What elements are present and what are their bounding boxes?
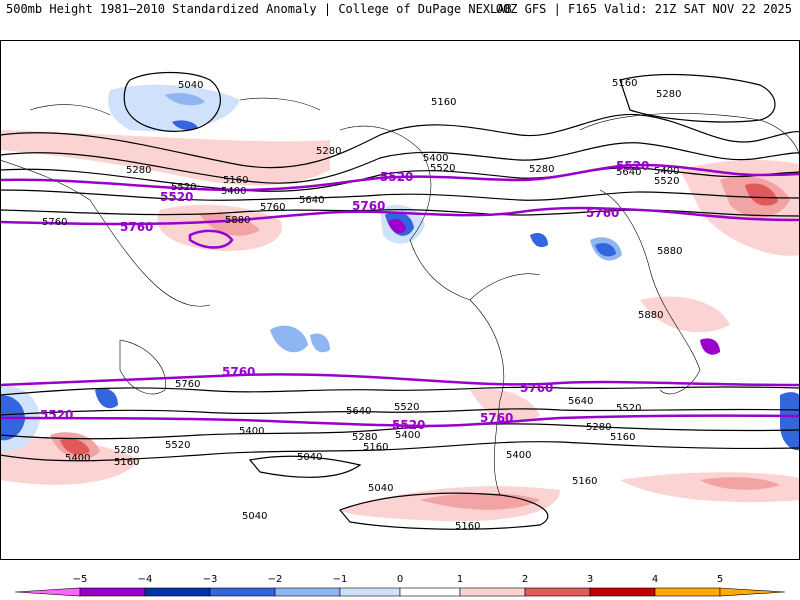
- highlight-label: 5760: [586, 206, 619, 220]
- contour-label: 5040: [297, 452, 322, 463]
- colorbar-tick: 1: [457, 574, 463, 585]
- colorbar-tick: −1: [333, 574, 348, 585]
- highlight-contours: [0, 163, 800, 428]
- contour-label: 5040: [368, 483, 393, 494]
- colorbar-swatch: [339, 587, 401, 597]
- contour-label: 5280: [529, 164, 554, 175]
- colorbar-tick: −4: [138, 574, 153, 585]
- colorbar-tick: 2: [522, 574, 528, 585]
- contour-label: 5400: [221, 186, 246, 197]
- contour-label: 5400: [65, 453, 90, 464]
- colorbar-swatch: [654, 587, 721, 597]
- contour-label: 5280: [114, 445, 139, 456]
- contour-label: 5160: [114, 457, 139, 468]
- map-title: 500mb Height 1981–2010 Standardized Anom…: [6, 2, 512, 16]
- contour-label: 5400: [506, 450, 531, 461]
- contour-labels: 5040 5040 5040 5040 5160 5160 5160 5160 …: [42, 78, 682, 532]
- colorbar-tick: 3: [587, 574, 593, 585]
- highlight-label: 5520: [380, 170, 413, 184]
- contour-label: 5520: [616, 403, 641, 414]
- contour-label: 5160: [572, 476, 597, 487]
- contour-label: 5400: [423, 153, 448, 164]
- colorbar-tick: −5: [73, 574, 88, 585]
- contour-label: 5400: [654, 166, 679, 177]
- colorbar-swatches: [14, 587, 786, 597]
- colorbar-swatch: [524, 587, 591, 597]
- run-valid-time: 00Z GFS | F165 Valid: 21Z SAT NOV 22 202…: [495, 2, 792, 16]
- colorbar-ticks: −5 −4 −3 −2 −1 0 1 2 3 4 5: [73, 574, 724, 585]
- contour-label: 5760: [260, 202, 285, 213]
- highlight-label: 5760: [352, 199, 385, 213]
- contour-label: 5520: [394, 402, 419, 413]
- colorbar-tick: −2: [268, 574, 283, 585]
- contour-label: 5520: [165, 440, 190, 451]
- coastlines: [0, 97, 800, 496]
- contour-label: 5160: [610, 432, 635, 443]
- colorbar-swatch: [274, 587, 341, 597]
- contour-label: 5400: [239, 426, 264, 437]
- anomaly-map: 5040 5040 5040 5040 5160 5160 5160 5160 …: [0, 40, 800, 560]
- contour-label: 5160: [455, 521, 480, 532]
- highlight-label: 5760: [480, 411, 513, 425]
- colorbar-tick: 5: [717, 574, 723, 585]
- colorbar-swatch: [459, 587, 526, 597]
- contour-label: 5640: [299, 195, 324, 206]
- contour-label: 5640: [616, 167, 641, 178]
- contour-label: 5280: [316, 146, 341, 157]
- contour-label: 5160: [223, 175, 248, 186]
- anomaly-shading: [0, 84, 800, 522]
- contour-label: 5280: [586, 422, 611, 433]
- colorbar-swatch: [589, 587, 656, 597]
- colorbar-tick: 0: [397, 574, 403, 585]
- colorbar-swatch: [79, 587, 146, 597]
- contour-label: 5280: [126, 165, 151, 176]
- contour-label: 5520: [654, 176, 679, 187]
- highlight-label: 5520: [392, 418, 425, 432]
- contour-label: 5880: [657, 246, 682, 257]
- contour-label: 5280: [352, 432, 377, 443]
- highlight-label: 5760: [222, 365, 255, 379]
- highlight-label: 5520: [616, 159, 649, 173]
- contour-label: 5640: [568, 396, 593, 407]
- colorbar-swatch: [399, 587, 461, 597]
- contour-label: 5760: [175, 379, 200, 390]
- highlight-label: 5760: [120, 220, 153, 234]
- contour-label: 5520: [171, 182, 196, 193]
- colorbar: −5 −4 −3 −2 −1 0 1 2 3 4 5: [14, 574, 786, 597]
- colorbar-swatch: [719, 587, 786, 597]
- contour-label: 5040: [242, 511, 267, 522]
- contour-label: 5640: [346, 406, 371, 417]
- highlight-label: 5520: [40, 408, 73, 422]
- contour-label: 5040: [178, 80, 203, 91]
- contour-label: 5760: [42, 217, 67, 228]
- colorbar-swatch: [14, 587, 81, 597]
- highlight-label: 5760: [520, 381, 553, 395]
- contour-label: 5400: [395, 430, 420, 441]
- colorbar-swatch: [144, 587, 211, 597]
- colorbar-tick: −3: [203, 574, 218, 585]
- contour-label: 5520: [430, 163, 455, 174]
- contour-label: 5280: [656, 89, 681, 100]
- colorbar-swatch: [209, 587, 276, 597]
- highlight-label: 5520: [160, 190, 193, 204]
- colorbar-tick: 4: [652, 574, 658, 585]
- contour-label: 5160: [363, 442, 388, 453]
- contour-label: 5160: [612, 78, 637, 89]
- contour-label: 5880: [638, 310, 663, 321]
- contour-label: 5880: [225, 215, 250, 226]
- highlight-labels: 5520 5520 5520 5520 5760 5760 5760 5760 …: [40, 159, 649, 432]
- contour-label: 5160: [431, 97, 456, 108]
